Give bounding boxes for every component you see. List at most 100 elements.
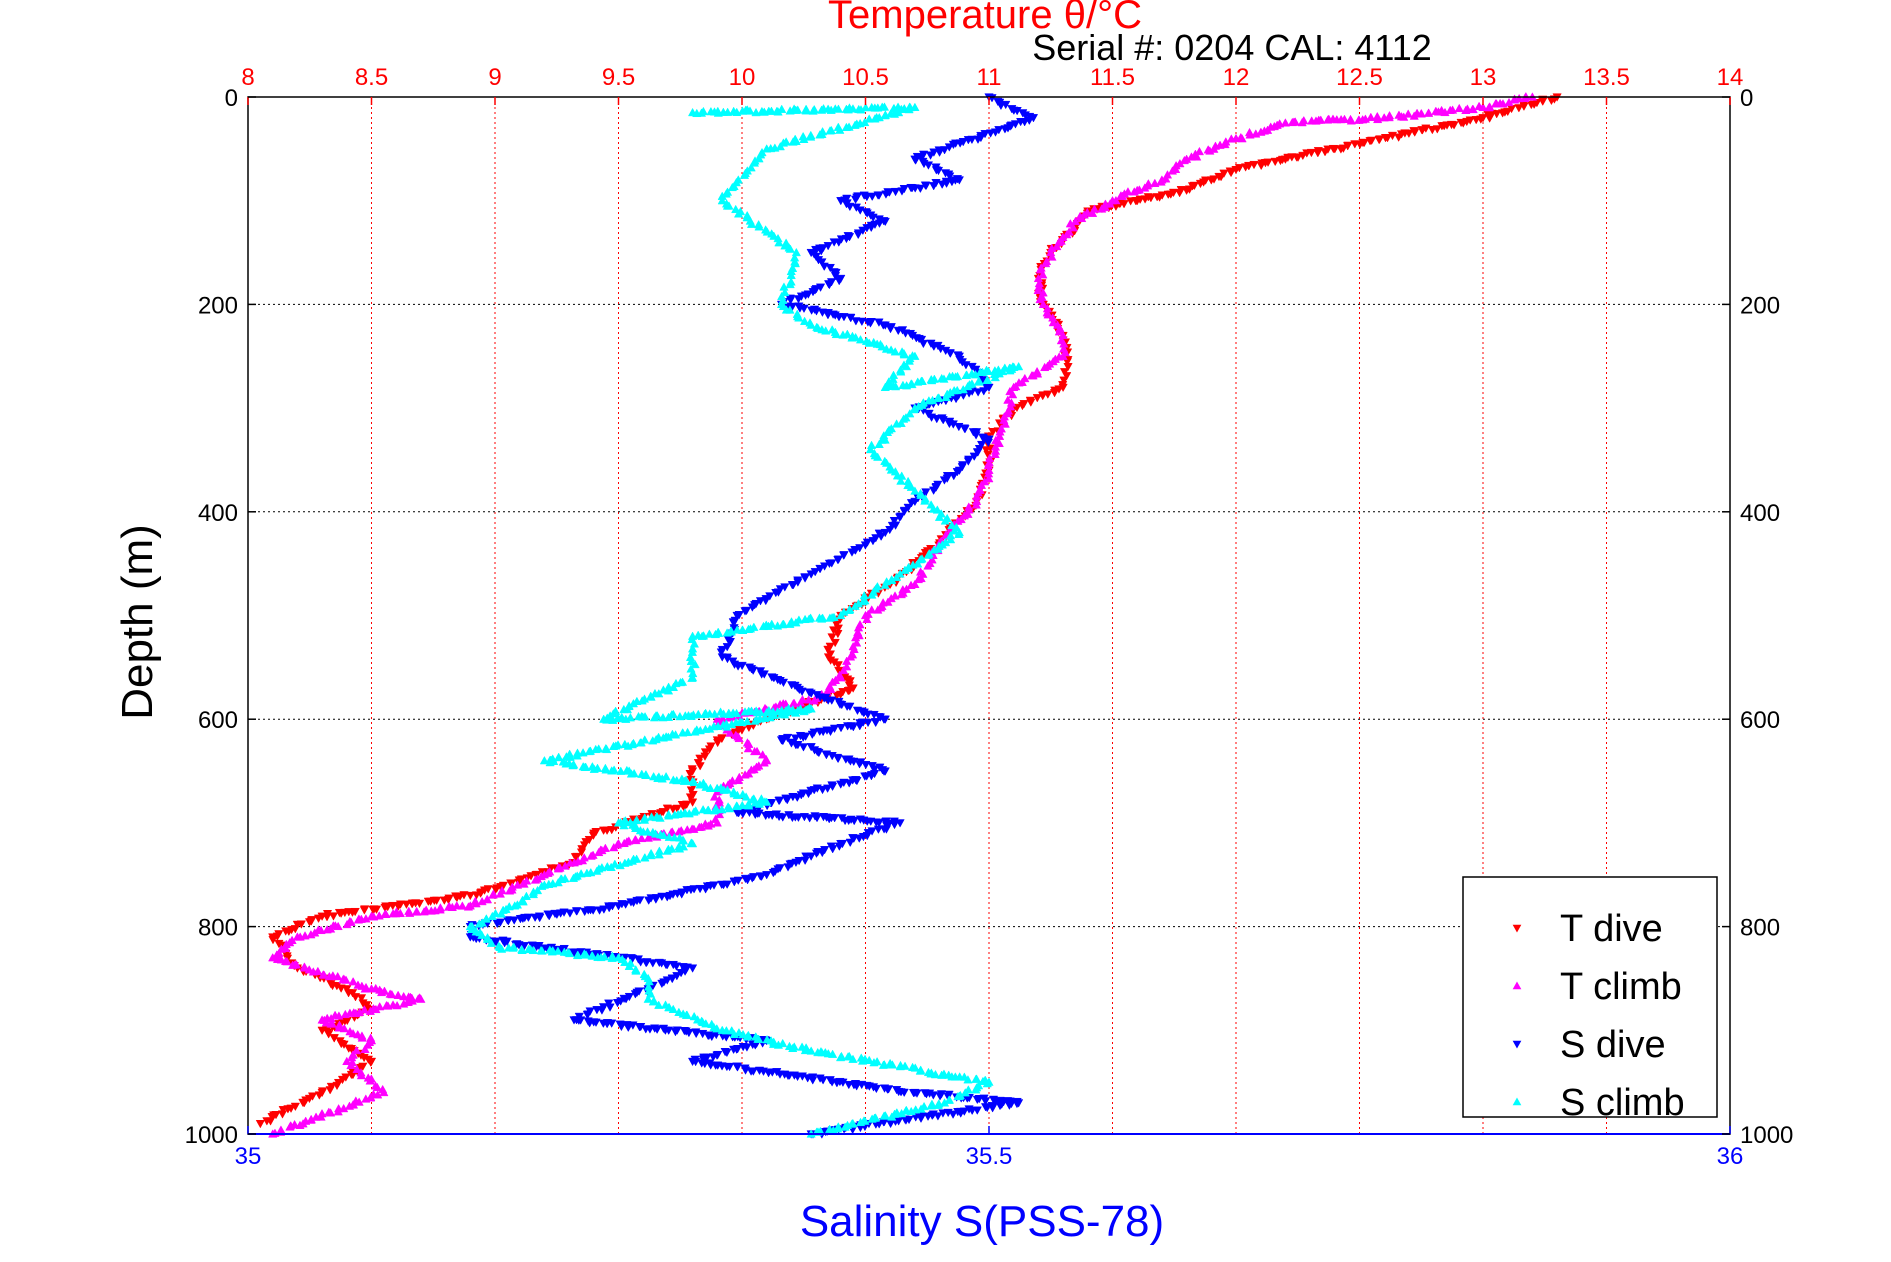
data-point-t-climb [1077,213,1087,223]
data-point-t-climb [411,906,422,916]
data-point-s-climb [624,961,634,970]
data-point-t-climb [990,449,1000,459]
data-point-t-climb [845,652,856,661]
data-point-s-dive [816,247,826,256]
data-point-t-climb [1167,166,1178,175]
data-point-t-dive [325,1086,335,1095]
data-point-t-climb [1129,187,1139,196]
data-point-s-climb [650,688,660,698]
data-point-t-climb [341,975,351,984]
data-point-t-dive [832,691,842,701]
data-point-s-dive [923,161,934,170]
data-point-t-climb [619,838,629,848]
data-point-s-climb [827,1049,838,1058]
data-point-t-climb [560,861,570,870]
data-point-t-climb [342,919,352,929]
data-point-s-dive [937,180,947,189]
data-point-t-climb [1150,178,1160,187]
data-point-t-climb [285,1122,295,1131]
data-point-s-dive [842,722,853,731]
data-point-s-climb [681,1010,692,1019]
data-point-s-climb [900,565,910,574]
data-point-t-climb [643,833,653,842]
legend-label-s-climb: S climb [1560,1082,1685,1124]
top-axis-tick-label: 11.5 [1090,64,1135,91]
data-point-s-dive [691,1028,701,1037]
data-point-s-climb [900,1061,910,1070]
data-point-s-dive [807,730,817,740]
data-point-t-climb [1043,310,1053,319]
data-point-s-dive [995,1101,1005,1111]
data-point-t-dive [825,650,836,659]
right-axis-tick-label: 600 [1740,707,1780,734]
data-point-t-climb [862,614,872,624]
data-point-s-climb [750,716,760,725]
data-point-s-dive [778,813,788,822]
data-point-s-dive [804,688,814,697]
data-point-s-climb [690,659,700,669]
data-point-s-dive [652,1025,662,1035]
data-point-s-dive [879,715,889,724]
data-point-t-climb [725,728,735,737]
data-point-s-climb [670,810,680,819]
data-point-t-climb [495,889,505,898]
data-point-t-dive [1058,381,1068,390]
data-point-t-climb [1097,204,1107,213]
data-point-s-dive [811,245,821,255]
data-point-s-climb [896,476,906,485]
data-point-t-dive [570,853,581,862]
data-point-s-dive [623,1023,633,1033]
data-point-s-dive [957,463,967,472]
left-axis-tick-label: 400 [198,500,238,527]
data-point-s-climb [867,1114,877,1123]
data-point-s-climb [749,158,760,167]
data-point-t-climb [393,990,403,999]
data-point-s-climb [722,785,733,794]
data-point-s-climb [910,1063,920,1072]
data-point-s-climb [517,944,527,954]
data-point-s-dive [881,190,891,199]
top-axis-tick-label: 8.5 [355,64,388,91]
data-point-s-climb [974,377,984,386]
data-point-s-dive [687,964,698,973]
data-point-s-dive [911,1113,921,1122]
data-point-t-climb [482,894,493,904]
data-point-s-dive [871,1084,881,1094]
data-point-t-climb [1484,102,1494,112]
data-point-s-climb [581,950,591,959]
data-point-t-climb [553,864,563,873]
data-point-s-dive [851,317,861,326]
data-point-s-climb [723,802,733,811]
data-point-t-climb [923,561,933,570]
data-point-s-climb [905,408,915,418]
data-point-s-climb [732,801,742,811]
data-point-s-climb [963,1075,973,1084]
data-point-s-climb [608,741,619,750]
data-point-t-dive [823,645,833,655]
data-point-s-dive [879,767,889,776]
data-point-t-climb [1203,145,1213,154]
data-point-s-climb [658,685,669,694]
data-point-s-dive [797,687,807,696]
data-point-s-climb [929,545,939,554]
data-point-s-climb [616,766,626,775]
data-point-s-climb [705,783,716,792]
data-point-t-climb [1117,191,1128,200]
data-point-t-dive [1427,126,1437,135]
data-point-s-dive [870,765,880,774]
data-point-t-climb [867,605,877,614]
data-point-t-climb [365,1076,375,1085]
data-point-t-climb [758,750,768,759]
data-point-s-climb [601,743,611,753]
data-point-t-climb [1047,252,1057,261]
data-point-t-climb [346,1060,356,1070]
data-point-s-dive [644,896,654,905]
data-point-s-climb [785,279,795,289]
data-point-s-climb [800,1045,810,1055]
data-point-s-climb [467,924,477,933]
data-point-s-climb [958,384,968,394]
data-point-s-climb [733,209,744,218]
data-point-s-climb [645,989,656,998]
data-point-s-climb [785,619,795,628]
data-point-s-climb [778,619,788,629]
